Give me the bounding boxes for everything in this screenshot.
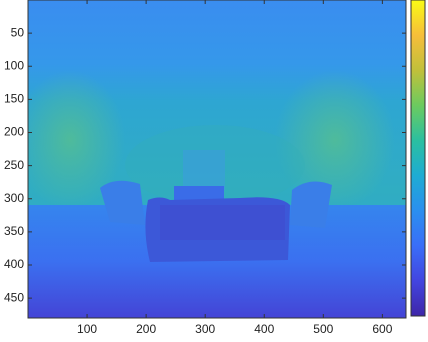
colorbar xyxy=(411,0,425,316)
y-tick-label: 300 xyxy=(4,191,24,205)
x-tick-label: 400 xyxy=(254,322,274,336)
x-tick-label: 300 xyxy=(195,322,215,336)
x-tick-label: 200 xyxy=(136,322,156,336)
y-tick-label: 50 xyxy=(11,25,25,39)
depth-image xyxy=(15,0,406,318)
y-tick-label: 100 xyxy=(4,58,24,72)
y-tick-label: 400 xyxy=(4,257,24,271)
y-tick-label: 450 xyxy=(4,290,24,304)
y-tick-label: 200 xyxy=(4,125,24,139)
y-tick-label: 150 xyxy=(4,92,24,106)
y-tick-label: 250 xyxy=(4,158,24,172)
x-tick-label: 600 xyxy=(372,322,392,336)
y-tick-label: 350 xyxy=(4,224,24,238)
chart: 100 200 300 400 500 600 50 100 150 200 250 300 350 40… xyxy=(0,0,428,342)
x-tick-label: 100 xyxy=(77,322,97,336)
x-tick-label: 500 xyxy=(313,322,333,336)
page: 100 200 300 400 500 600 50 100 150 200 250 300 350 40… xyxy=(0,0,428,342)
